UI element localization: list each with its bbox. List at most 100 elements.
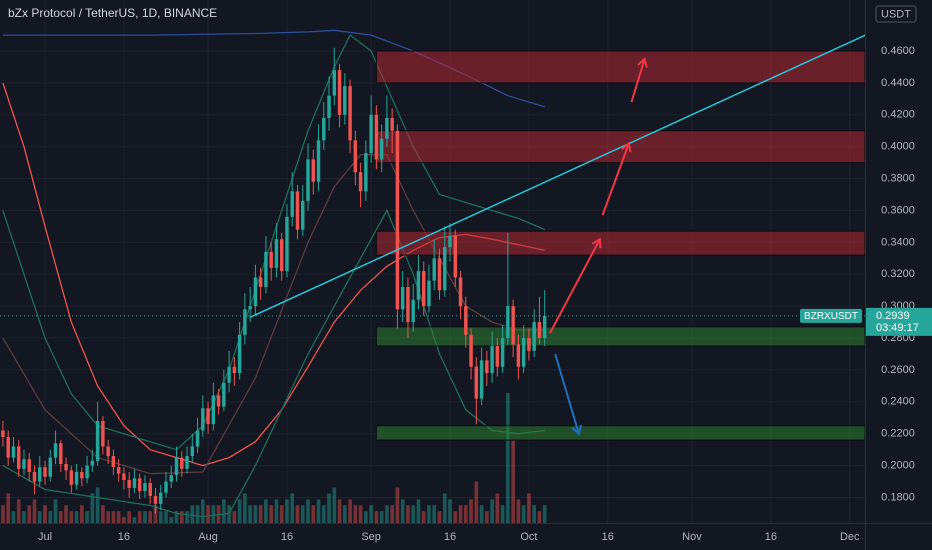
- candle-body: [43, 467, 47, 477]
- candle-body: [211, 395, 216, 425]
- candle-body: [485, 360, 489, 374]
- volume-bar: [484, 511, 489, 523]
- volume-bar: [458, 505, 463, 523]
- candle-body: [369, 114, 373, 154]
- volume-bar: [290, 493, 295, 523]
- volume-bar: [316, 499, 321, 523]
- volume-bar: [416, 499, 421, 523]
- candle-body: [448, 235, 452, 248]
- volume-bar: [243, 493, 247, 523]
- candle-body: [474, 366, 479, 399]
- zone: [375, 326, 866, 347]
- candle-body: [427, 280, 431, 307]
- candle-body: [390, 117, 394, 131]
- volume-bar: [490, 499, 494, 523]
- candle-body: [227, 366, 231, 383]
- volume-bar: [1, 505, 5, 523]
- volume-bar: [495, 493, 500, 523]
- candle-body: [337, 70, 342, 115]
- x-tick-label: Dec: [840, 531, 860, 543]
- y-tick-label: 0.4600: [881, 45, 915, 57]
- candle-body: [295, 191, 300, 230]
- candle-body: [158, 492, 163, 504]
- volume-bar: [248, 505, 252, 523]
- volume-bar: [16, 499, 21, 523]
- y-tick-label: 0.1800: [881, 491, 915, 503]
- candle-body: [22, 459, 26, 469]
- volume-bar: [22, 511, 26, 523]
- candle-body: [201, 408, 205, 431]
- volume-bar: [190, 505, 195, 523]
- volume-bar: [479, 505, 484, 523]
- y-tick-label: 0.2600: [881, 364, 915, 376]
- y-tick-label: 0.3200: [881, 268, 915, 280]
- candle-body: [243, 309, 247, 335]
- y-tick-label: 0.2200: [881, 428, 915, 440]
- line: [249, 34, 866, 318]
- candle-body: [237, 334, 242, 374]
- volume-bar: [385, 505, 389, 523]
- volume-bar: [342, 505, 347, 523]
- candle-body: [537, 322, 542, 339]
- volume-bar: [53, 499, 58, 523]
- candle-body: [406, 287, 410, 323]
- volume-bar: [74, 511, 79, 523]
- volume-bar: [64, 505, 68, 523]
- volume-bar: [195, 505, 200, 523]
- volume-bar: [327, 493, 331, 523]
- candle-body: [11, 446, 16, 458]
- candle-body: [64, 464, 68, 471]
- candle-body: [421, 271, 426, 307]
- currency-box: [875, 5, 917, 23]
- volume-bar: [101, 505, 105, 523]
- plot: [0, 29, 866, 523]
- volume-bar: [27, 505, 32, 523]
- volume-bar: [500, 505, 505, 523]
- volume-bar: [364, 511, 368, 523]
- candle-body: [358, 172, 363, 192]
- volume-bar: [274, 499, 279, 523]
- volume-bar: [79, 505, 84, 523]
- candle-body: [232, 366, 237, 374]
- candle-body: [469, 334, 473, 367]
- volume-bar: [527, 493, 531, 523]
- arrow-head: [621, 141, 632, 153]
- candle-body: [74, 471, 79, 485]
- candle-body: [6, 436, 10, 458]
- candle-body: [395, 130, 400, 310]
- candle-body: [301, 200, 305, 230]
- candle-body: [353, 140, 358, 173]
- candle-body: [311, 159, 315, 182]
- candle-body: [143, 483, 147, 492]
- candle-body: [90, 460, 95, 466]
- volume-bar: [469, 499, 473, 523]
- arrow: [549, 238, 601, 334]
- x-tick-label: 16: [602, 531, 614, 543]
- volume-bar: [106, 511, 110, 523]
- candle-body: [258, 277, 263, 288]
- volume-bar: [174, 511, 179, 523]
- arrow: [601, 143, 630, 216]
- volume-bar: [300, 505, 305, 523]
- volume-bar: [127, 511, 132, 523]
- volume-bar: [169, 517, 174, 523]
- candle-body: [274, 239, 279, 268]
- x-tick-label: Aug: [198, 531, 218, 543]
- x-tick-label: 16: [765, 531, 777, 543]
- candle-body: [416, 271, 421, 300]
- volume-bar: [406, 505, 410, 523]
- volume-bar: [453, 511, 458, 523]
- volume-bar: [232, 511, 237, 523]
- line: [2, 208, 545, 518]
- volume-bar: [348, 499, 352, 523]
- volume-bar: [321, 505, 326, 523]
- volume-bar: [358, 505, 363, 523]
- volume-bar: [295, 505, 300, 523]
- x-tick-label: Sep: [361, 531, 381, 543]
- candle-body: [222, 382, 226, 407]
- volume-bar: [137, 511, 142, 523]
- arrow-head: [591, 237, 602, 249]
- candle-body: [279, 239, 284, 272]
